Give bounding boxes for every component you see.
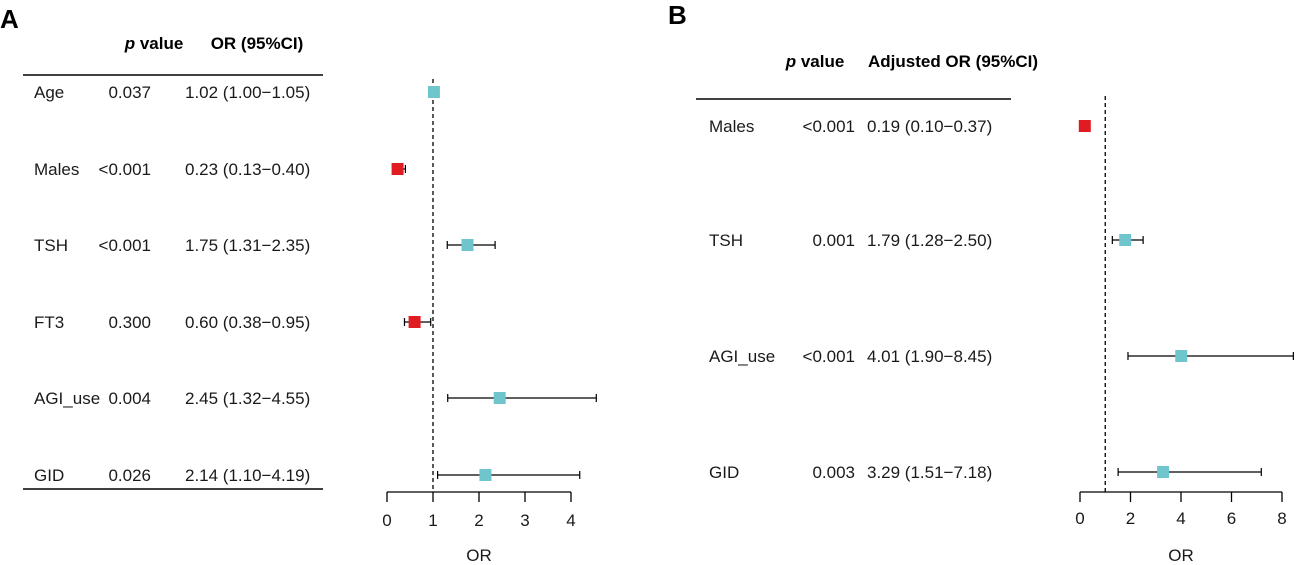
row-label: AGI_use: [34, 389, 100, 408]
p-value-header-rest: value: [796, 52, 844, 71]
row-label: GID: [34, 466, 64, 485]
or-point-marker: [427, 86, 440, 98]
x-tick-label: 0: [382, 511, 391, 530]
row-p-value: 0.037: [108, 83, 151, 102]
x-tick-label: 6: [1227, 509, 1236, 528]
row-p-value: 0.003: [812, 463, 855, 482]
row-p-value: 0.004: [108, 389, 151, 408]
row-p-value: 0.300: [108, 313, 151, 332]
row-estimate: 4.01 (1.90−8.45): [867, 347, 992, 366]
or-point-marker: [479, 469, 492, 481]
estimate-header: Adjusted OR (95%CI): [868, 52, 1038, 71]
x-tick-label: 0: [1075, 509, 1084, 528]
row-estimate: 1.75 (1.31−2.35): [185, 236, 310, 255]
x-tick-label: 3: [520, 511, 529, 530]
or-point-marker: [493, 392, 506, 404]
row-estimate: 0.19 (0.10−0.37): [867, 117, 992, 136]
x-tick-label: 4: [1176, 509, 1185, 528]
row-label: TSH: [34, 236, 68, 255]
x-tick-label: 8: [1277, 509, 1286, 528]
or-point-marker: [408, 316, 421, 328]
row-label: Males: [34, 160, 79, 179]
x-tick-label: 4: [566, 511, 575, 530]
p-value-header-rest: value: [135, 34, 183, 53]
x-tick-label: 1: [428, 511, 437, 530]
row-p-value: <0.001: [803, 347, 855, 366]
row-p-value: <0.001: [803, 117, 855, 136]
row-p-value: <0.001: [99, 236, 151, 255]
row-estimate: 1.79 (1.28−2.50): [867, 231, 992, 250]
or-point-marker: [391, 163, 404, 175]
row-estimate: 0.60 (0.38−0.95): [185, 313, 310, 332]
row-p-value: 0.026: [108, 466, 151, 485]
or-point-marker: [461, 239, 474, 251]
row-label: GID: [709, 463, 739, 482]
estimate-header: OR (95%CI): [211, 34, 304, 53]
x-axis-label: OR: [466, 546, 492, 565]
row-p-value: 0.001: [812, 231, 855, 250]
x-tick-label: 2: [1126, 509, 1135, 528]
row-estimate: 0.23 (0.13−0.40): [185, 160, 310, 179]
or-point-marker: [1175, 350, 1188, 362]
panel-label: A: [0, 4, 19, 34]
p-value-header-italic: p: [785, 52, 796, 71]
panel-label: B: [668, 0, 687, 30]
x-tick-label: 2: [474, 511, 483, 530]
p-value-header: p value: [785, 52, 845, 71]
row-label: FT3: [34, 313, 64, 332]
or-point-marker: [1119, 234, 1132, 246]
row-label: TSH: [709, 231, 743, 250]
row-estimate: 1.02 (1.00−1.05): [185, 83, 310, 102]
row-estimate: 2.45 (1.32−4.55): [185, 389, 310, 408]
row-label: Males: [709, 117, 754, 136]
row-label: Age: [34, 83, 64, 102]
or-point-marker: [1078, 120, 1091, 132]
row-estimate: 3.29 (1.51−7.18): [867, 463, 992, 482]
row-label: AGI_use: [709, 347, 775, 366]
p-value-header-italic: p: [124, 34, 135, 53]
or-point-marker: [1157, 466, 1170, 478]
row-p-value: <0.001: [99, 160, 151, 179]
x-axis-label: OR: [1168, 546, 1194, 565]
row-estimate: 2.14 (1.10−4.19): [185, 466, 310, 485]
p-value-header: p value: [124, 34, 184, 53]
